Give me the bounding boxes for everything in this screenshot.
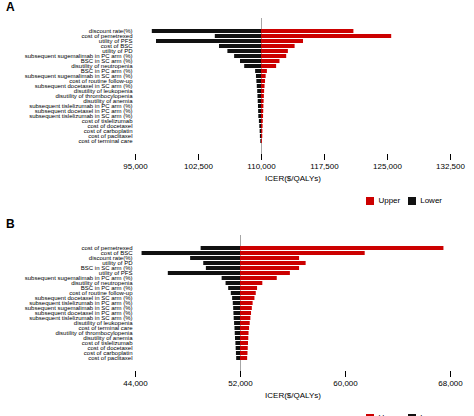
- svg-text:subsequent tislelizumab in SC: subsequent tislelizumab in SC arm (%): [29, 113, 133, 120]
- html-text:B: B: [6, 217, 15, 231]
- svg-text:subsequent docetaxel in PC arm: subsequent docetaxel in PC arm (%): [34, 310, 133, 317]
- svg-text:117,500: 117,500: [310, 162, 339, 171]
- svg-text:utility of PFS: utility of PFS: [98, 270, 133, 277]
- svg-text:ICER($/QALYs): ICER($/QALYs): [265, 174, 321, 183]
- svg-text:BSC in PC arm (%): BSC in PC arm (%): [80, 68, 133, 75]
- svg-text:utility of PD: utility of PD: [102, 48, 133, 55]
- svg-text:cost of docetaxel: cost of docetaxel: [87, 123, 133, 130]
- svg-text:subsequent sugemalimab in PC a: subsequent sugemalimab in PC arm (%): [24, 53, 133, 60]
- svg-text:cost of tislelizumab: cost of tislelizumab: [81, 118, 133, 125]
- svg-text:utility of PFS: utility of PFS: [98, 38, 133, 45]
- svg-text:subsequent tislelizumab in PC: subsequent tislelizumab in PC arm (%): [29, 300, 133, 307]
- svg-text:ICER($/QALYs): ICER($/QALYs): [265, 391, 321, 400]
- svg-text:BSC in PC arm (%): BSC in PC arm (%): [80, 285, 133, 292]
- svg-text:disutility of anemia: disutility of anemia: [83, 335, 133, 342]
- svg-text:cost of paclitaxel: cost of paclitaxel: [88, 355, 132, 361]
- svg-text:disutility of leukopenia: disutility of leukopenia: [73, 88, 133, 95]
- svg-text:BSC in SC arm (%): BSC in SC arm (%): [80, 265, 133, 272]
- svg-text:cost of tislelizumab: cost of tislelizumab: [81, 340, 133, 347]
- svg-text:cost of docetaxel: cost of docetaxel: [87, 345, 133, 352]
- svg-text:subsequent tislelizumab in PC: subsequent tislelizumab in PC arm (%): [29, 103, 133, 110]
- html-text:A: A: [6, 0, 15, 14]
- svg-text:cost of BSC: cost of BSC: [100, 43, 133, 50]
- svg-text:subsequent sugemalimab in PC a: subsequent sugemalimab in PC arm (%): [24, 275, 133, 282]
- svg-text:subsequent sugemalimab in SC a: subsequent sugemalimab in SC arm (%): [24, 305, 133, 312]
- svg-text:utility of PD: utility of PD: [102, 260, 133, 267]
- svg-text:cost of carboplatin: cost of carboplatin: [83, 128, 133, 135]
- svg-text:44,000: 44,000: [123, 379, 148, 388]
- svg-text:disutility of neutropenia: disutility of neutropenia: [71, 63, 133, 70]
- svg-text:disutility of leukopenia: disutility of leukopenia: [73, 320, 133, 327]
- svg-text:discount rate(%): discount rate(%): [88, 28, 133, 35]
- svg-text:BSC in SC arm (%): BSC in SC arm (%): [80, 58, 133, 65]
- svg-text:68,000: 68,000: [438, 379, 463, 388]
- svg-text:disutility of thrombocylopenia: disutility of thrombocylopenia: [55, 330, 133, 337]
- svg-text:60,000: 60,000: [333, 379, 358, 388]
- svg-text:110,000: 110,000: [247, 162, 276, 171]
- svg-text:subsequent tislelizumab in SC: subsequent tislelizumab in SC arm (%): [29, 315, 133, 322]
- svg-text:disutility of thrombocylopenia: disutility of thrombocylopenia: [55, 93, 133, 100]
- svg-text:102,500: 102,500: [184, 162, 213, 171]
- svg-text:cost of pemetrexed: cost of pemetrexed: [81, 245, 133, 252]
- svg-text:cost of terminal care: cost of terminal care: [78, 138, 133, 144]
- svg-text:cost of pemetrexed: cost of pemetrexed: [81, 33, 133, 40]
- svg-text:subsequent docetaxel in SC arm: subsequent docetaxel in SC arm (%): [34, 295, 133, 302]
- svg-text:disutility of neutropenia: disutility of neutropenia: [71, 280, 133, 287]
- svg-text:disutility of anemia: disutility of anemia: [83, 98, 133, 105]
- svg-text:cost of paclitaxel: cost of paclitaxel: [88, 133, 133, 140]
- svg-text:52,000: 52,000: [228, 379, 253, 388]
- svg-text:95,000: 95,000: [123, 162, 148, 171]
- svg-text:132,500: 132,500: [436, 162, 465, 171]
- svg-text:subsequent sugemalimab in SC a: subsequent sugemalimab in SC arm (%): [24, 73, 133, 80]
- svg-text:cost of terminal care: cost of terminal care: [78, 325, 133, 332]
- html-text:Lower: Lower: [420, 196, 442, 205]
- svg-text:125,000: 125,000: [373, 162, 402, 171]
- svg-text:cost of BSC: cost of BSC: [100, 250, 133, 257]
- html-text:Upper: Upper: [378, 196, 401, 205]
- svg-text:cost of routine follow-up: cost of routine follow-up: [69, 78, 133, 85]
- svg-text:subsequent docetaxel in PC arm: subsequent docetaxel in PC arm (%): [34, 108, 133, 115]
- svg-text:subsequent docetaxel in SC arm: subsequent docetaxel in SC arm (%): [34, 83, 133, 90]
- svg-text:cost of routine follow-up: cost of routine follow-up: [69, 290, 133, 297]
- svg-text:discount rate(%): discount rate(%): [88, 255, 133, 262]
- svg-text:cost of carboplatin: cost of carboplatin: [83, 350, 133, 357]
